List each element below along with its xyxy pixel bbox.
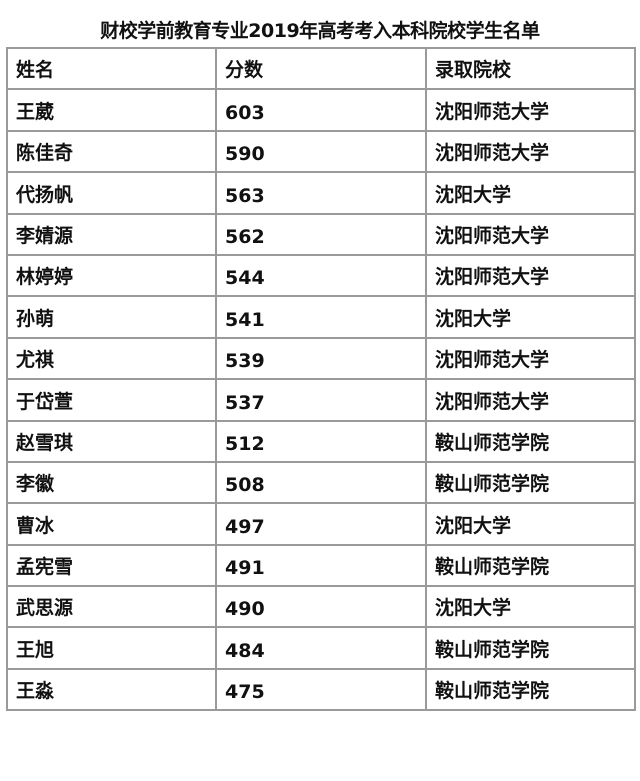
admitted-school: 沈阳师范大学 xyxy=(425,253,636,298)
student-name: 于岱萱 xyxy=(6,378,217,422)
admitted-school: 沈阳师范大学 xyxy=(425,378,636,422)
score: 537 xyxy=(215,378,427,422)
student-name: 孙萌 xyxy=(6,295,217,339)
admitted-school: 鞍山师范学院 xyxy=(425,460,636,505)
table-row: 尤祺 539 沈阳师范大学 xyxy=(6,336,636,381)
table-row: 孟宪雪 491 鞍山师范学院 xyxy=(6,543,636,588)
admitted-school: 鞍山师范学院 xyxy=(425,626,636,670)
score: 475 xyxy=(215,667,427,712)
score: 484 xyxy=(215,626,427,670)
score: 512 xyxy=(215,419,427,463)
admitted-school: 沈阳师范大学 xyxy=(425,212,636,256)
score: 541 xyxy=(215,295,427,339)
score: 603 xyxy=(215,88,427,132)
score: 544 xyxy=(215,253,427,298)
score: 563 xyxy=(215,171,427,215)
table-row: 赵雪琪 512 鞍山师范学院 xyxy=(6,419,636,463)
student-name: 孟宪雪 xyxy=(6,543,217,588)
admitted-school: 沈阳师范大学 xyxy=(425,336,636,381)
header-name: 姓名 xyxy=(6,46,217,91)
student-list-table: 姓名 分数 录取院校 王葳 603 沈阳师范大学 陈佳奇 590 沈阳师范大学 代扬帆 563… xyxy=(6,46,636,712)
admitted-school: 沈阳师范大学 xyxy=(425,129,636,174)
admitted-school: 鞍山师范学院 xyxy=(425,543,636,588)
student-name: 李婧源 xyxy=(6,212,217,256)
student-name: 王淼 xyxy=(6,667,217,712)
table-row: 林婷婷 544 沈阳师范大学 xyxy=(6,253,636,298)
student-name: 林婷婷 xyxy=(6,253,217,298)
score: 562 xyxy=(215,212,427,256)
admitted-school: 沈阳大学 xyxy=(425,295,636,339)
table-row: 武思源 490 沈阳大学 xyxy=(6,585,636,629)
table-row: 代扬帆 563 沈阳大学 xyxy=(6,171,636,215)
header-school: 录取院校 xyxy=(425,46,636,91)
table-row: 曹冰 497 沈阳大学 xyxy=(6,502,636,546)
admitted-school: 沈阳大学 xyxy=(425,171,636,215)
admitted-school: 沈阳师范大学 xyxy=(425,88,636,132)
student-name: 武思源 xyxy=(6,585,217,629)
table-row: 李徽 508 鞍山师范学院 xyxy=(6,460,636,505)
admitted-school: 鞍山师范学院 xyxy=(425,419,636,463)
admitted-school: 鞍山师范学院 xyxy=(425,667,636,712)
score: 497 xyxy=(215,502,427,546)
student-name: 代扬帆 xyxy=(6,171,217,215)
score: 508 xyxy=(215,460,427,505)
student-name: 王旭 xyxy=(6,626,217,670)
admitted-school: 沈阳大学 xyxy=(425,585,636,629)
student-name: 赵雪琪 xyxy=(6,419,217,463)
admitted-school: 沈阳大学 xyxy=(425,502,636,546)
table-row: 王旭 484 鞍山师范学院 xyxy=(6,626,636,670)
table-row: 王淼 475 鞍山师范学院 xyxy=(6,667,636,712)
score: 539 xyxy=(215,336,427,381)
student-name: 陈佳奇 xyxy=(6,129,217,174)
score: 590 xyxy=(215,129,427,174)
score: 491 xyxy=(215,543,427,588)
student-name: 尤祺 xyxy=(6,336,217,381)
table-header-row: 姓名 分数 录取院校 xyxy=(6,46,636,91)
table-row: 于岱萱 537 沈阳师范大学 xyxy=(6,378,636,422)
table-row: 陈佳奇 590 沈阳师范大学 xyxy=(6,129,636,174)
header-score: 分数 xyxy=(215,46,427,91)
page-title: 财校学前教育专业2019年高考考入本科院校学生名单 xyxy=(100,20,540,42)
table-row: 孙萌 541 沈阳大学 xyxy=(6,295,636,339)
student-name: 李徽 xyxy=(6,460,217,505)
student-name: 王葳 xyxy=(6,88,217,132)
student-name: 曹冰 xyxy=(6,502,217,546)
table-row: 李婧源 562 沈阳师范大学 xyxy=(6,212,636,256)
score: 490 xyxy=(215,585,427,629)
table-row: 王葳 603 沈阳师范大学 xyxy=(6,88,636,132)
